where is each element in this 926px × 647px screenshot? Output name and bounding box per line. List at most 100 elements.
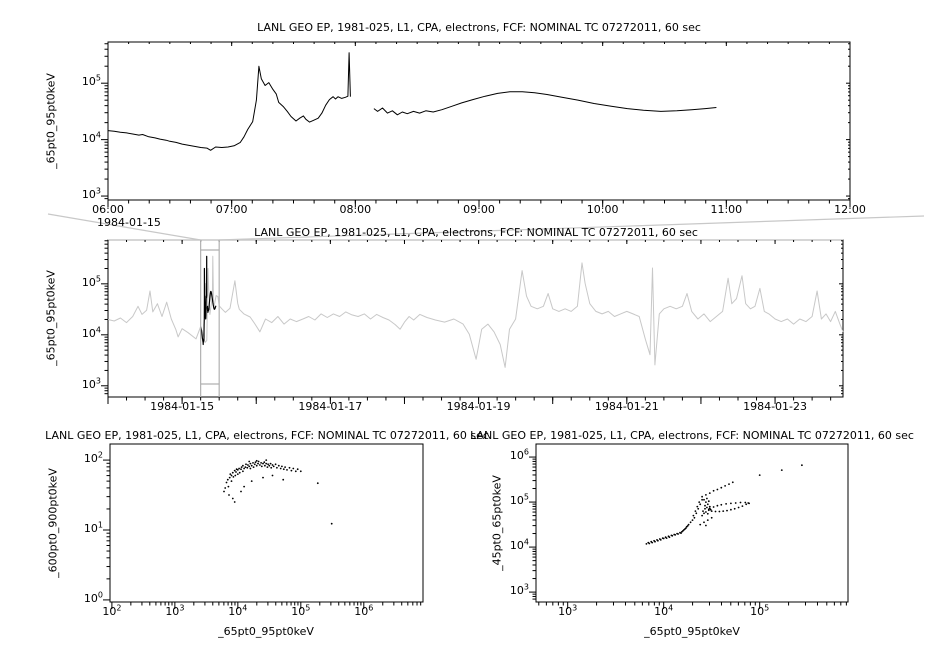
scatter-point [706, 512, 709, 515]
scatter-point [296, 468, 299, 471]
scatter-point [730, 508, 732, 511]
scatter-point [266, 466, 269, 468]
panel1-plot-area[interactable] [107, 41, 851, 201]
scatter-point [234, 474, 237, 477]
panel1-x-axis-context-date: 1984-01-15 [97, 216, 161, 229]
scatter-point [693, 516, 696, 519]
panel1-title: LANL GEO EP, 1981-025, L1, CPA, electron… [257, 21, 701, 34]
scatter-point [684, 527, 687, 530]
scatter-point [724, 485, 726, 487]
highlight-segment [200, 255, 208, 346]
scatter-point [223, 490, 225, 493]
panel4-x-axis-label: _65pt0_95pt0keV [644, 625, 740, 638]
scatter-point [710, 510, 713, 512]
panel4-y-axis-label: _45pt0_65pt0keV [490, 475, 504, 571]
scatter-point [243, 467, 246, 470]
y-tick-label: 101 [83, 520, 103, 535]
scatter-point [680, 532, 682, 534]
scatter-point [224, 487, 227, 489]
scatter-point [703, 521, 705, 524]
scatter-point [254, 461, 257, 464]
scatter-point [703, 512, 705, 515]
x-tick-label: 09:00 [463, 203, 495, 216]
scatter-point [299, 470, 302, 473]
scatter-point [707, 508, 710, 511]
scatter-point [231, 497, 234, 500]
scatter-point [701, 498, 703, 501]
scatter-point [240, 490, 242, 493]
scatter-point [704, 504, 706, 507]
scatter-point [272, 465, 275, 468]
x-tick-label: 10:00 [586, 203, 619, 216]
scatter-point [708, 505, 711, 508]
y-tick-label: 104 [509, 537, 529, 553]
scatter-point [330, 522, 333, 525]
x-tick-label: 12:00 [834, 203, 866, 216]
scatter-point [233, 501, 236, 503]
y-tick-label: 104 [81, 325, 101, 340]
scatter-point [225, 481, 228, 484]
scatter-point [716, 504, 719, 507]
context-selection-box[interactable] [201, 240, 220, 397]
y-tick-label: 103 [81, 376, 101, 391]
scatter-point [279, 467, 282, 470]
scatter-point [728, 483, 730, 485]
scatter-point [259, 464, 261, 466]
panel4-plot-area[interactable] [535, 443, 849, 603]
scatter-point [271, 464, 274, 466]
x-tick-label: 11:00 [710, 203, 743, 216]
scatter-point [250, 480, 253, 482]
scatter-point [233, 469, 236, 472]
scatter-point [704, 507, 706, 510]
scatter-point [801, 464, 803, 467]
scatter-point [726, 509, 728, 512]
scatter-point [701, 514, 703, 517]
scatter-point [702, 510, 704, 512]
x-tick-label: 103 [165, 603, 185, 618]
scatter-point [229, 473, 232, 475]
scatter-point [701, 495, 703, 498]
scatter-point [265, 462, 268, 465]
scatter-point [267, 463, 269, 466]
scatter-point [242, 470, 244, 473]
scatter-point [686, 525, 689, 527]
scatter-point [662, 537, 665, 540]
scatter-point [235, 471, 237, 473]
y-tick-label: 103 [509, 582, 529, 598]
x-tick-label: 1984-01-19 [446, 400, 511, 413]
x-tick-label: 1984-01-15 [150, 400, 215, 413]
context-connector-left [47, 213, 201, 241]
y-tick-label: 105 [81, 274, 101, 289]
scatter-point [648, 542, 651, 545]
panel2-title: LANL GEO EP, 1981-025, L1, CPA, electron… [254, 226, 698, 239]
scatter-point [274, 463, 277, 466]
scatter-point [255, 459, 258, 462]
scatter-point [716, 488, 719, 491]
scatter-point [248, 465, 251, 468]
context-connector-right [219, 215, 925, 241]
scatter-point [705, 494, 707, 496]
scatter-point [677, 533, 679, 535]
scatter-point [706, 497, 708, 500]
scatter-point [242, 464, 244, 467]
scatter-point [243, 485, 246, 488]
x-tick-label: 08:00 [339, 203, 372, 216]
scatter-point [257, 462, 259, 465]
scatter-point [228, 476, 231, 479]
scatter-point [253, 463, 256, 466]
x-tick-label: 104 [654, 603, 674, 618]
scatter-point [236, 473, 239, 475]
scatter-point [236, 469, 239, 471]
scatter-point [286, 469, 288, 471]
x-tick-label: 1984-01-17 [298, 400, 363, 413]
scatter-point [247, 464, 249, 466]
scatter-point [705, 524, 707, 527]
panel3-plot-area[interactable] [109, 443, 424, 603]
scatter-point [260, 465, 263, 468]
scatter-point [705, 511, 707, 513]
scatter-point [244, 466, 247, 468]
x-tick-label: 07:00 [215, 203, 248, 216]
series-line [373, 91, 717, 116]
scatter-point [255, 464, 258, 467]
